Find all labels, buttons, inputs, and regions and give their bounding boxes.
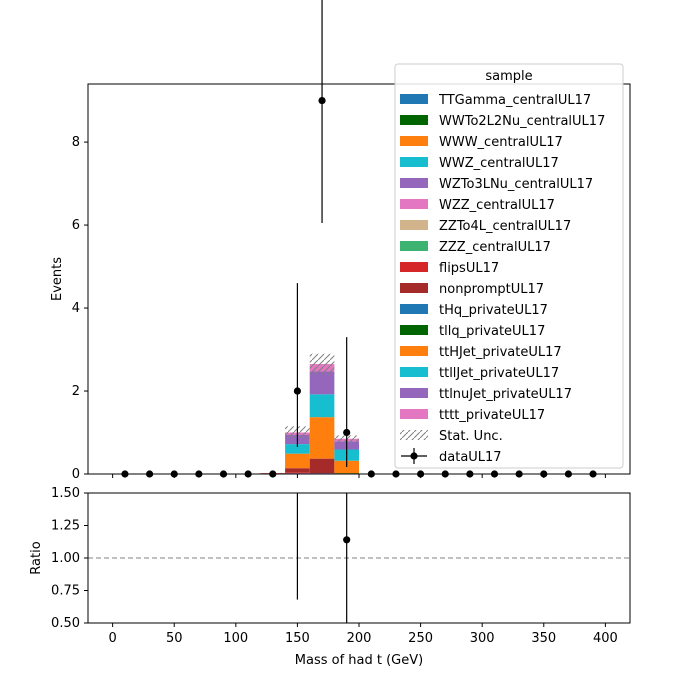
y-tick-label: 8 (72, 135, 80, 150)
legend-label: tllq_privateUL17 (439, 324, 545, 339)
legend-label: dataUL17 (439, 450, 502, 465)
stack-bar (309, 394, 335, 418)
legend-box (394, 63, 624, 469)
legend-swatch-stat-unc (400, 430, 428, 440)
legend-swatch (400, 388, 428, 398)
legend-swatch (400, 262, 428, 272)
stack-bar (334, 460, 359, 474)
ratio-y-tick-label: 1.00 (51, 551, 80, 566)
legend-swatch (400, 409, 428, 419)
legend-swatch (400, 304, 428, 314)
legend-label: WZZ_centralUL17 (439, 198, 555, 213)
legend-swatch (400, 325, 428, 335)
stack-bar (309, 458, 335, 474)
legend-swatch (400, 136, 428, 146)
data-point (293, 387, 302, 395)
y-tick-label: 4 (72, 301, 80, 316)
legend-swatch (400, 157, 428, 167)
y-tick-label: 0 (72, 467, 80, 482)
legend-label: ttlnuJet_privateUL17 (439, 387, 572, 402)
legend-label: ttllJet_privateUL17 (439, 366, 559, 381)
x-tick-label: 100 (223, 631, 248, 646)
legend-swatch (400, 346, 428, 356)
stack-bar (309, 371, 335, 395)
data-point (318, 96, 326, 105)
legend-label: WZTo3LNu_centralUL17 (439, 177, 593, 192)
legend-label: WWW_centralUL17 (439, 135, 563, 150)
x-axis-label: Mass of had t (GeV) (295, 653, 423, 668)
legend-label: tHq_privateUL17 (439, 303, 548, 318)
stack-bar (309, 417, 335, 459)
legend-label: WWTo2L2Nu_centralUL17 (439, 114, 605, 129)
legend-label: flipsUL17 (439, 261, 499, 276)
legend-label: TTGamma_centralUL17 (438, 93, 591, 108)
y-tick-label: 6 (72, 218, 80, 233)
y-axis-label: Events (50, 257, 65, 301)
ratio-y-tick-label: 1.50 (51, 486, 80, 501)
x-tick-label: 400 (593, 631, 618, 646)
legend-label: ZZZ_centralUL17 (439, 240, 551, 255)
legend-swatch (400, 241, 428, 251)
legend-label: ttHJet_privateUL17 (439, 345, 562, 360)
legend-swatch (400, 367, 428, 377)
legend-swatch (400, 115, 428, 125)
legend-swatch (400, 220, 428, 230)
stack-bar (285, 453, 310, 469)
stack-bar (285, 472, 310, 474)
legend-label: nonpromptUL17 (439, 282, 544, 297)
ratio-y-tick-label: 1.25 (51, 519, 80, 534)
stat-unc-band (309, 353, 335, 375)
legend: sample TTGamma_centralUL17 WWTo2L2Nu_centr… (394, 63, 624, 469)
ratio-y-tick-label: 0.50 (51, 616, 80, 631)
legend-title: sample (485, 69, 532, 84)
legend-swatch (400, 178, 428, 188)
x-tick-label: 150 (285, 631, 310, 646)
legend-swatch (400, 94, 428, 104)
data-point (343, 428, 351, 437)
stack-bar (285, 444, 310, 454)
ratio-y-tick-label: 0.75 (51, 584, 80, 599)
y-tick-label: 2 (72, 384, 80, 399)
x-tick-label: 0 (108, 631, 116, 646)
legend-swatch (400, 199, 428, 209)
stack-bar (285, 468, 310, 473)
legend-label: WWZ_centralUL17 (439, 156, 559, 171)
main-panel: 0 2 4 6 8 Events (50, 0, 631, 482)
ratio-point (343, 536, 351, 544)
x-tick-label: 350 (531, 631, 556, 646)
legend-label: tttt_privateUL17 (439, 408, 545, 423)
legend-label: ZZTo4L_centralUL17 (439, 219, 571, 234)
ratio-y-axis-label: Ratio (29, 541, 44, 574)
legend-data-marker (410, 452, 418, 460)
x-tick-label: 50 (166, 631, 183, 646)
x-tick-label: 250 (408, 631, 433, 646)
legend-label: Stat. Unc. (439, 429, 503, 444)
ratio-panel: 0.50 0.75 1.00 1.25 1.50 0 50 100 150 200 250 300 35… (29, 486, 631, 668)
x-tick-label: 300 (470, 631, 495, 646)
x-tick-label: 200 (347, 631, 372, 646)
legend-swatch (400, 283, 428, 293)
